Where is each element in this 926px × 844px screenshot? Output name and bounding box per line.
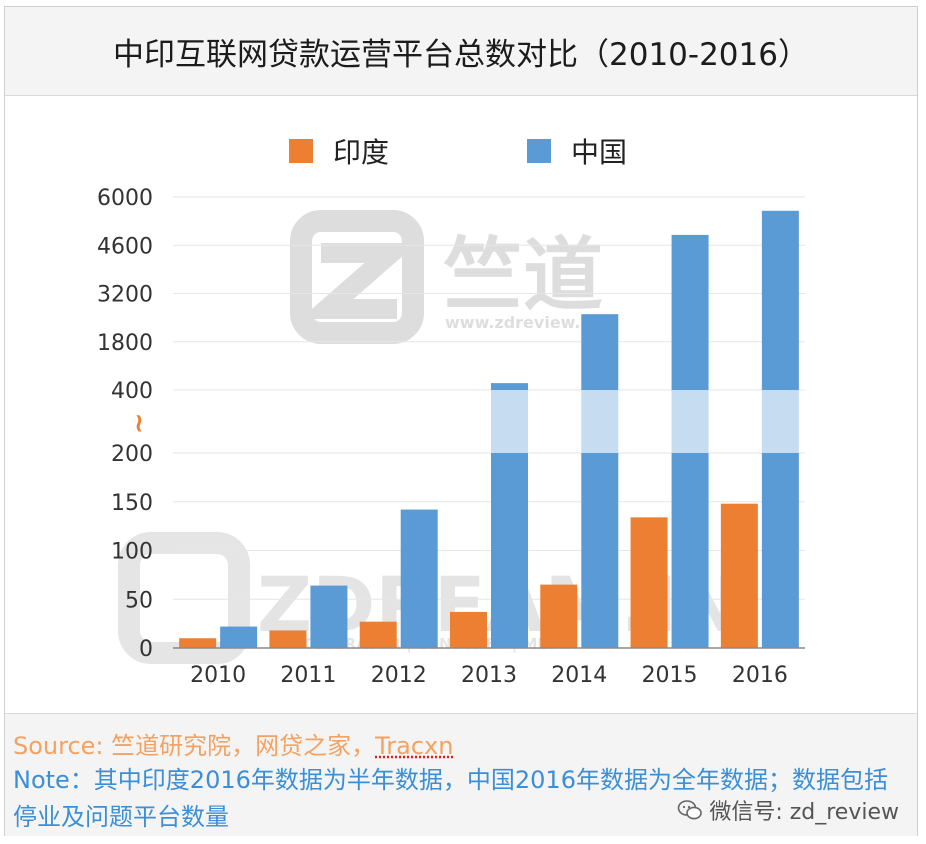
x-tick-label: 2012: [371, 663, 427, 688]
bar-china-break-2013: [491, 390, 528, 453]
legend-swatch-india: [289, 139, 313, 163]
y-tick-label: 4600: [97, 234, 153, 259]
footer: Source: 竺道研究院，网贷之家，Tracxn Note：其中印度2016年…: [5, 713, 917, 836]
bar-china-2012: [400, 509, 438, 648]
bar-china-upper-2015: [671, 234, 709, 390]
wechat-label: 微信号: zd_review: [709, 800, 899, 825]
source-text: Source: 竺道研究院，网贷之家，Tracxn: [13, 726, 453, 761]
legend-swatch-china: [527, 139, 551, 163]
bar-india-2014: [540, 584, 578, 648]
y-tick-label: 150: [111, 491, 153, 516]
x-tick-label: 2015: [642, 663, 698, 688]
bar-china-2010: [220, 626, 258, 648]
y-tick-label: 100: [111, 540, 153, 565]
y-tick-label: 3200: [97, 283, 153, 308]
bar-india-2010: [179, 638, 217, 648]
watermark-top-logo-z: [300, 243, 418, 319]
y-tick-label: 200: [111, 442, 153, 467]
chart-frame: 中印互联网贷款运营平台总数对比（2010-2016） 印度 中国 竺道 www.z…: [4, 6, 918, 836]
y-tick-label: 6000: [97, 186, 153, 211]
bar-china-2014: [581, 453, 619, 648]
bar-china-2013: [491, 453, 528, 648]
bar-china-break-2015: [671, 390, 709, 453]
x-tick-label: 2011: [280, 663, 336, 688]
watermark-top-text: 竺道: [443, 229, 603, 322]
watermark-top-url: www.zdreview.com: [445, 313, 618, 332]
x-tick-label: 2013: [461, 663, 517, 688]
y-tick-label: 0: [139, 637, 153, 662]
bar-china-upper-2013: [491, 383, 528, 390]
watermark-top-logo: [290, 210, 424, 344]
bar-india-2012: [359, 621, 397, 648]
title-bar: 中印互联网贷款运营平台总数对比（2010-2016）: [5, 7, 917, 96]
x-tick-label: 2016: [732, 663, 788, 688]
bar-india-2011: [269, 630, 307, 648]
legend-label-india: 印度: [333, 136, 390, 169]
bar-china-break-2016: [761, 390, 799, 453]
note-text: Note：其中印度2016年数据为半年数据，中国2016年数据为全年数据；数据包…: [13, 766, 888, 831]
x-tick-label: 2010: [190, 663, 246, 688]
x-tick-label: 2014: [551, 663, 607, 688]
bar-india-2015: [630, 517, 668, 648]
bar-china-upper-2016: [761, 210, 799, 390]
wechat-icon: [678, 800, 703, 820]
bar-china-break-2014: [581, 390, 619, 453]
watermark-bottom-logo: [118, 532, 250, 664]
y-tick-label: 400: [111, 379, 153, 404]
legend-item-china: 中国: [527, 131, 627, 171]
y-tick-label: 1800: [97, 331, 153, 356]
y-tick-label: 50: [125, 588, 153, 613]
axis-break-symbol: ≀: [134, 409, 144, 439]
bar-china-upper-2014: [581, 314, 619, 390]
bar-china-2016: [761, 453, 799, 648]
bar-india-2016: [720, 503, 758, 648]
source-prefix: Source: 竺道研究院，网贷之家，: [13, 732, 376, 760]
bar-china-2011: [310, 585, 348, 648]
legend-label-china: 中国: [571, 136, 628, 169]
bar-india-2013: [450, 611, 487, 648]
legend-item-india: 印度: [289, 131, 389, 171]
wechat-id: 微信号: zd_review: [677, 794, 899, 826]
bar-china-2015: [671, 453, 709, 648]
source-link-tracxn[interactable]: Tracxn: [375, 732, 454, 760]
chart-title: 中印互联网贷款运营平台总数对比（2010-2016）: [113, 37, 809, 73]
